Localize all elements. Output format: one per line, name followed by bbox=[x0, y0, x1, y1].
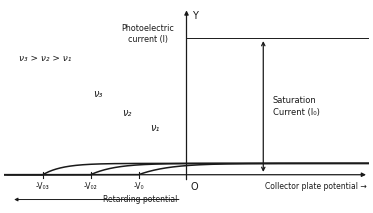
Text: ν₃: ν₃ bbox=[93, 89, 103, 99]
Text: ν₁: ν₁ bbox=[151, 123, 160, 133]
Text: -V₀₃: -V₀₃ bbox=[36, 183, 50, 191]
Text: Collector plate potential →: Collector plate potential → bbox=[265, 183, 366, 191]
Text: ν₂: ν₂ bbox=[122, 108, 131, 118]
Text: O: O bbox=[190, 183, 198, 193]
Text: -V₀: -V₀ bbox=[133, 183, 144, 191]
Text: -V₀₂: -V₀₂ bbox=[84, 183, 97, 191]
Text: ν₃ > ν₂ > ν₁: ν₃ > ν₂ > ν₁ bbox=[19, 54, 71, 63]
Text: Saturation
Current (I₀): Saturation Current (I₀) bbox=[273, 96, 320, 117]
Text: Photoelectric
current (I): Photoelectric current (I) bbox=[122, 24, 175, 45]
Text: Retarding potential: Retarding potential bbox=[103, 195, 177, 204]
Text: Y: Y bbox=[192, 11, 198, 21]
